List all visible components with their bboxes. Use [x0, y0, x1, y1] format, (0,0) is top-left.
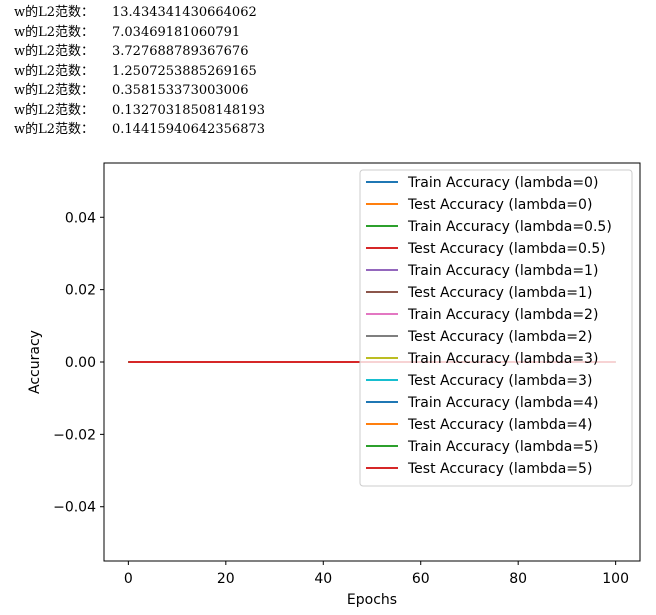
legend-label: Test Accuracy (lambda=3)	[407, 373, 592, 389]
log-line: w的L2范数： 0.14415940642356873	[14, 120, 265, 140]
log-label: w的L2范数：	[14, 102, 95, 118]
legend-label: Train Accuracy (lambda=0.5)	[407, 219, 612, 235]
log-label: w的L2范数：	[14, 5, 95, 20]
log-value: 3.727688789367676	[112, 44, 249, 59]
log-value: 0.14415940642356873	[112, 122, 266, 137]
y-tick-label: −0.04	[53, 500, 96, 516]
legend-label: Train Accuracy (lambda=0)	[407, 175, 598, 191]
log-value: 7.03469181060791	[112, 24, 241, 40]
legend-label: Test Accuracy (lambda=2)	[407, 329, 592, 345]
log-label: w的L2范数：	[14, 122, 95, 137]
log-line: w的L2范数： 13.434341430664062	[14, 3, 257, 23]
x-tick-label: 60	[412, 571, 430, 587]
x-tick-label: 0	[124, 571, 133, 587]
legend-label: Test Accuracy (lambda=0.5)	[407, 241, 606, 257]
legend-label: Test Accuracy (lambda=5)	[407, 461, 592, 477]
x-tick-label: 80	[509, 571, 527, 587]
log-line: w的L2范数： 1.2507253885269165	[14, 62, 257, 82]
log-label: w的L2范数：	[14, 44, 95, 59]
y-tick-label: −0.02	[53, 427, 96, 443]
log-value: 13.434341430664062	[112, 5, 257, 20]
log-value: 0.13270318508148193	[112, 102, 266, 118]
legend: Train Accuracy (lambda=0) Test Accuracy (…	[359, 169, 633, 487]
y-tick-label: 0.00	[65, 355, 96, 371]
log-label: w的L2范数：	[14, 83, 95, 98]
y-tick-label: 0.04	[65, 210, 96, 226]
log-value: 1.2507253885269165	[112, 63, 257, 79]
log-label: w的L2范数：	[14, 63, 95, 79]
x-tick-label: 40	[314, 571, 332, 587]
y-tick-label: 0.02	[65, 283, 96, 299]
legend-box	[359, 169, 633, 487]
log-label: w的L2范数：	[14, 24, 95, 40]
legend-label: Train Accuracy (lambda=3)	[407, 351, 598, 367]
log-line: w的L2范数： 7.03469181060791	[14, 23, 240, 43]
legend-label: Test Accuracy (lambda=4)	[407, 417, 592, 433]
legend-label: Train Accuracy (lambda=5)	[407, 439, 598, 455]
y-axis-label: Accuracy	[27, 330, 43, 394]
legend-label: Test Accuracy (lambda=1)	[407, 285, 592, 301]
x-axis-label: Epochs	[347, 592, 397, 608]
log-line: w的L2范数： 0.358153373003006	[14, 81, 248, 101]
log-line: w的L2范数： 0.13270318508148193	[14, 101, 265, 121]
legend-label: Test Accuracy (lambda=0)	[407, 197, 592, 213]
legend-label: Train Accuracy (lambda=1)	[407, 263, 598, 279]
log-line: w的L2范数： 3.727688789367676	[14, 42, 248, 62]
x-tick-label: 20	[217, 571, 235, 587]
log-value: 0.358153373003006	[112, 83, 249, 98]
x-tick-label: 100	[602, 571, 629, 587]
legend-label: Train Accuracy (lambda=4)	[407, 395, 598, 411]
legend-label: Train Accuracy (lambda=2)	[407, 307, 598, 323]
axes-layer: 0 20 40 60 80 100 −0.04 −0.02 0.00 0.02 0.04	[53, 162, 641, 587]
